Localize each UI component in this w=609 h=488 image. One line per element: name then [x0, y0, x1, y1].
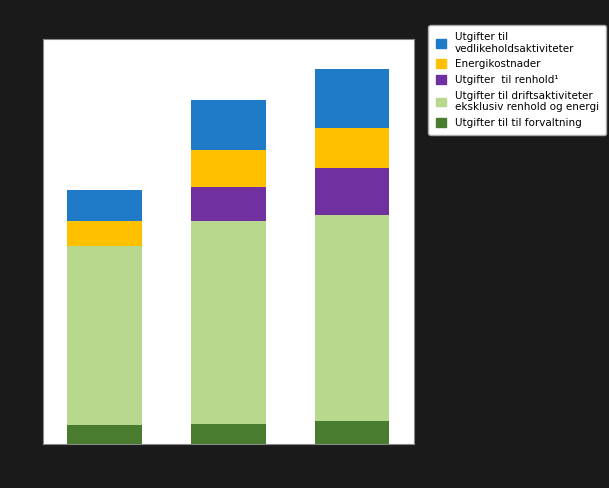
Bar [68, 221, 142, 246]
Bar [191, 150, 266, 187]
Bar [315, 69, 389, 128]
Bar [68, 190, 142, 221]
Bar [315, 421, 389, 444]
Bar [191, 424, 266, 444]
Bar [315, 215, 389, 421]
Bar [68, 246, 142, 426]
Bar [191, 221, 266, 424]
Bar [68, 426, 142, 444]
Bar [191, 187, 266, 221]
Legend: Utgifter til
vedlikeholdsaktiviteter, Energikostnader, Utgifter  til renhold¹, U: Utgifter til vedlikeholdsaktiviteter, En… [429, 25, 606, 136]
Bar [315, 168, 389, 215]
Bar [315, 128, 389, 168]
Bar [191, 100, 266, 150]
